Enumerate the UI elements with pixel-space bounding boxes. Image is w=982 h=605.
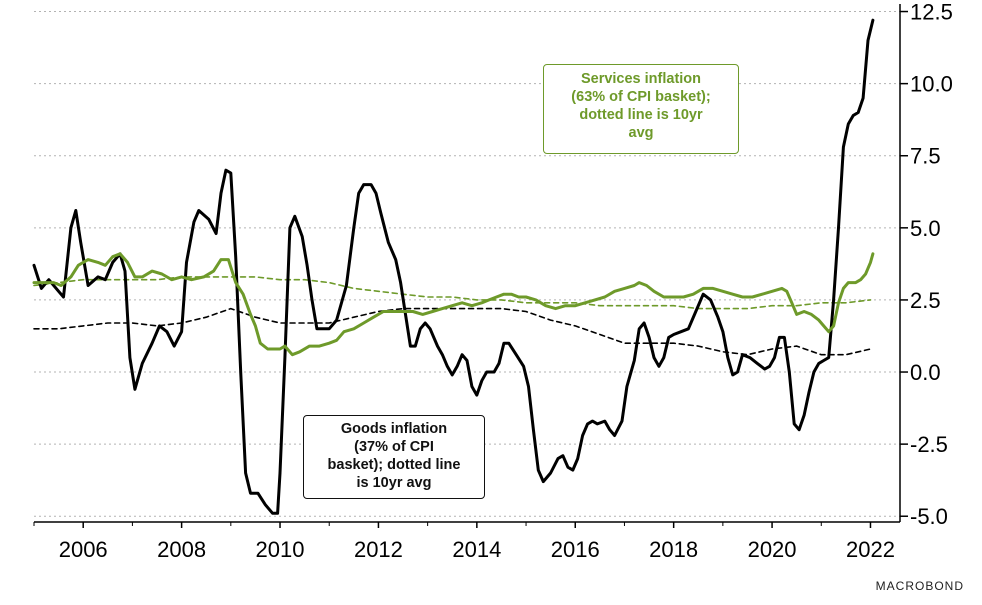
x-tick-label: 2006 — [59, 537, 108, 562]
y-tick-label: 5.0 — [910, 216, 941, 241]
series-line-services — [32, 252, 875, 357]
x-tick-label: 2010 — [256, 537, 305, 562]
goods-annotation-line: (37% of CPI — [354, 439, 434, 455]
y-tick-label: 0.0 — [910, 360, 941, 385]
series-line-services-10yr-avg — [33, 276, 872, 310]
services-annotation-line: avg — [628, 125, 654, 141]
gridlines — [34, 11, 900, 517]
y-tick-label: 7.5 — [910, 144, 941, 169]
y-tick-label: -2.5 — [910, 432, 948, 457]
axes — [33, 4, 908, 528]
x-tick-label: 2020 — [748, 537, 797, 562]
macrobond-watermark: MACROBOND — [875, 579, 964, 593]
x-tick-label: 2018 — [649, 537, 698, 562]
services-annotation-box: Services inflation (63% of CPI basket); … — [543, 64, 739, 154]
goods-annotation-line: Goods inflation — [340, 421, 448, 437]
x-tick-label: 2008 — [157, 537, 206, 562]
x-tick-label: 2022 — [846, 537, 895, 562]
x-tick-label: 2014 — [452, 537, 501, 562]
x-tick-label: 2012 — [354, 537, 403, 562]
services-annotation-line: (63% of CPI basket); — [571, 89, 711, 105]
goods-annotation-line: is 10yr avg — [356, 475, 432, 491]
x-tick-label: 2016 — [551, 537, 600, 562]
goods-annotation-box: Goods inflation (37% of CPI basket); dot… — [303, 415, 485, 499]
tick-labels: 12.5 10.0 7.5 5.0 2.5 0.0 -2.5 -5.0 2006 2008 2010… — [59, 0, 953, 562]
y-tick-label: 2.5 — [910, 288, 941, 313]
services-annotation-line: Services inflation — [580, 71, 702, 87]
services-annotation-line: dotted line is 10yr — [579, 107, 703, 123]
series-line-goods — [32, 18, 875, 515]
y-tick-label: -5.0 — [910, 504, 948, 529]
y-tick-label: 10.0 — [910, 72, 953, 97]
y-tick-label: 12.5 — [910, 0, 953, 25]
goods-annotation-line: basket); dotted line — [327, 457, 461, 473]
series-lines — [32, 18, 875, 515]
series-line-goods-10yr-avg — [33, 307, 872, 356]
